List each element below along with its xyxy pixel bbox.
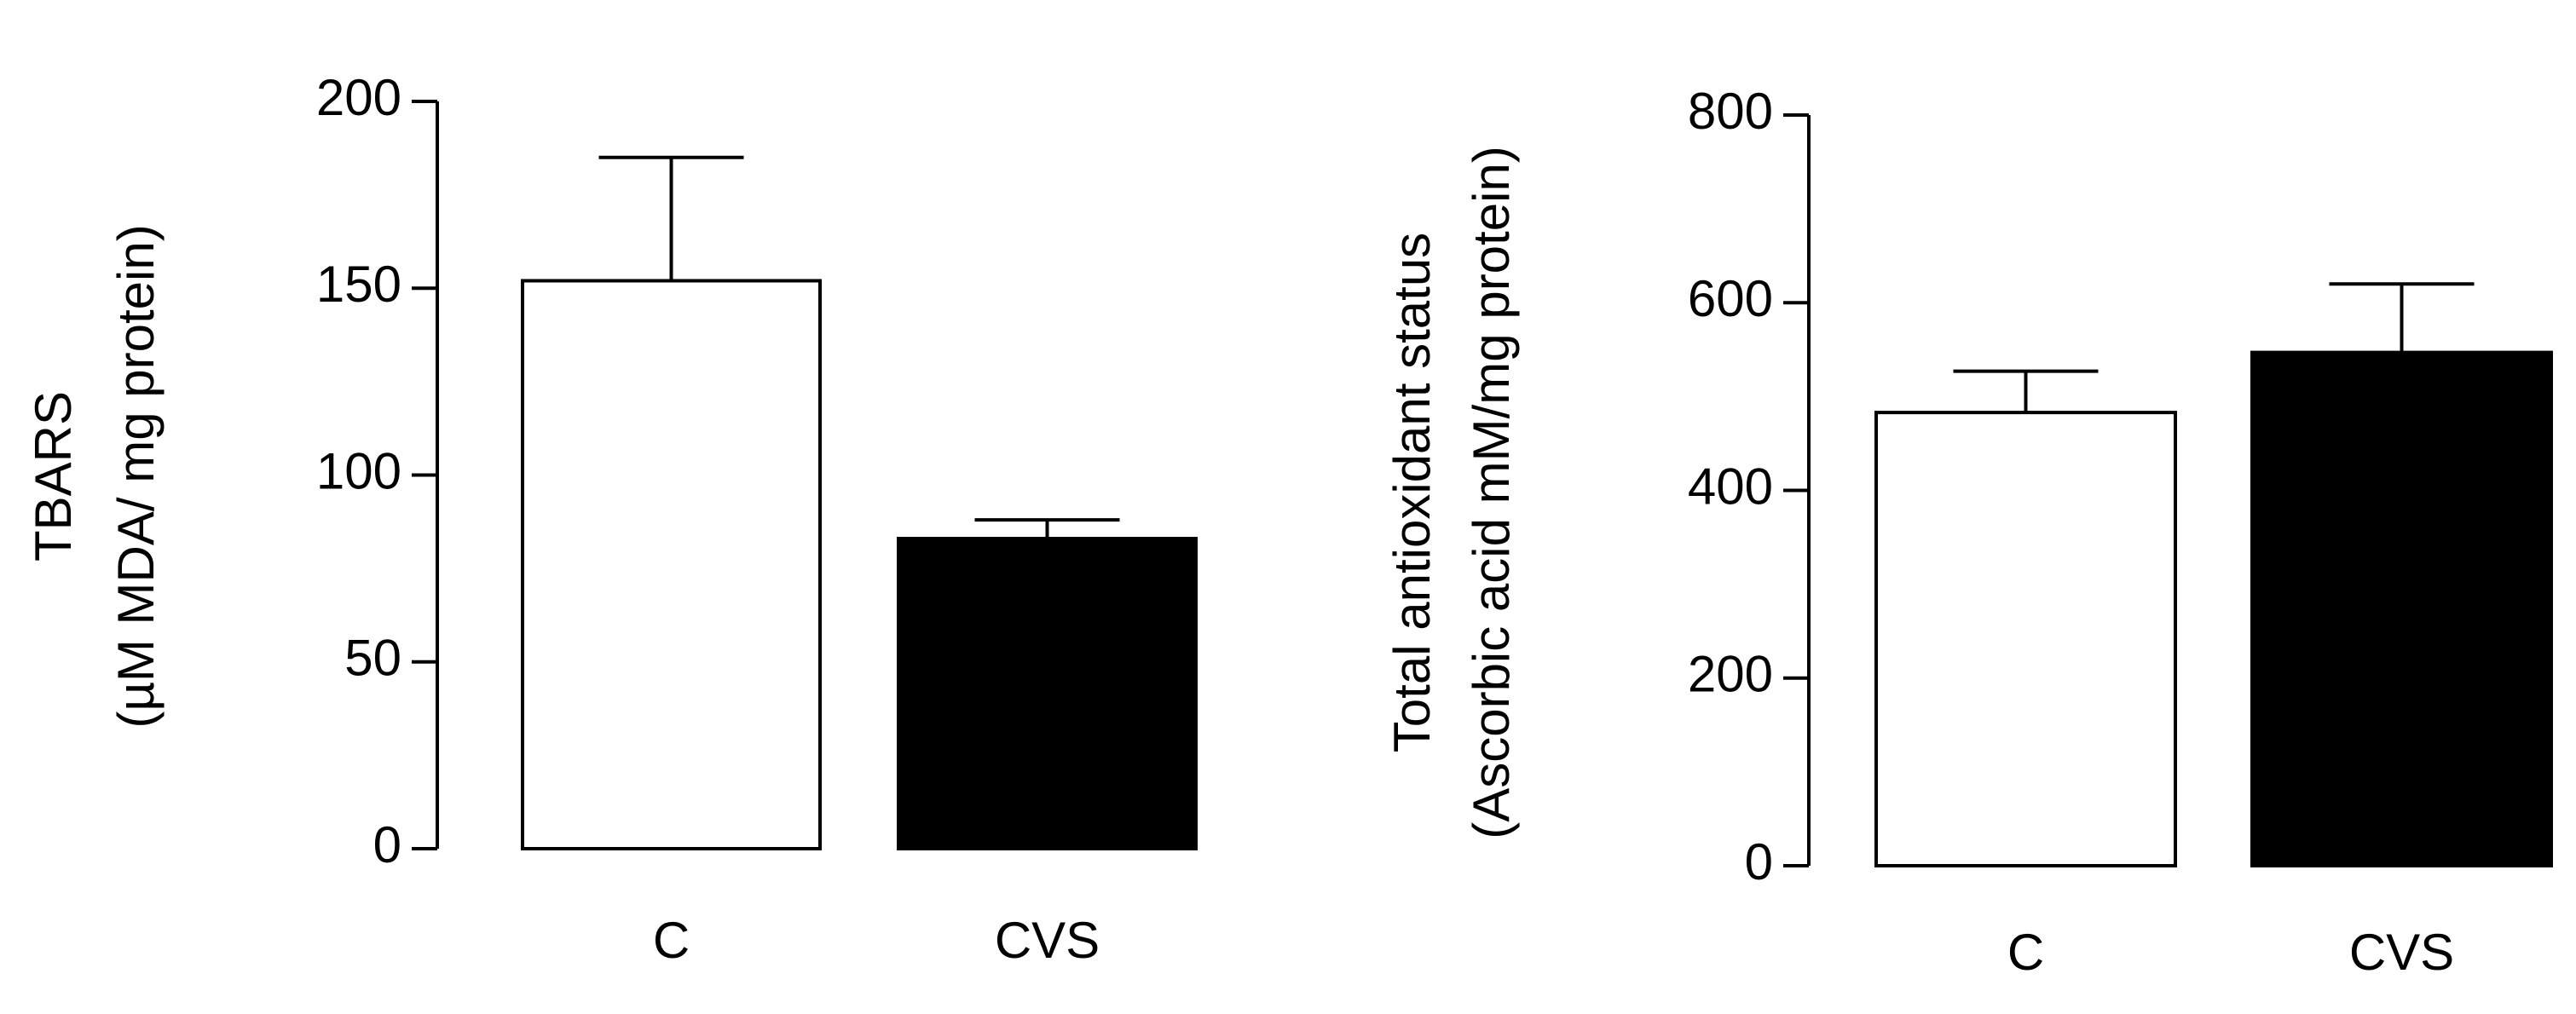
y-axis-label: (µM MDA/ mg protein) — [107, 224, 165, 728]
bar — [1874, 411, 2177, 867]
y-tick-label: 200 — [316, 69, 401, 126]
x-tick-label: CVS — [995, 912, 1100, 969]
y-tick-label: 0 — [1745, 833, 1773, 890]
y-axis-label: (Ascorbic acid mM/mg protein) — [1463, 146, 1520, 839]
y-tick-label: 400 — [1688, 458, 1773, 515]
chart: 0 50 100 150 200 TBARS (µM MDA/ mg protein) C CV… — [25, 69, 1198, 969]
y-tick-label: 100 — [316, 442, 401, 499]
y-axis-label: TBARS — [25, 391, 82, 562]
x-tick-label: CVS — [2349, 924, 2454, 981]
y-tick-label: 600 — [1688, 270, 1773, 327]
bar — [897, 537, 1198, 850]
x-tick-label: C — [653, 912, 690, 969]
y-tick-label: 200 — [1688, 646, 1773, 703]
y-tick-label: 50 — [344, 630, 401, 687]
y-tick-label: 0 — [373, 816, 401, 873]
y-tick-label: 800 — [1688, 83, 1773, 140]
y-tick-label: 150 — [316, 256, 401, 313]
y-axis-label: Total antioxidant status — [1383, 233, 1441, 752]
x-tick-label: C — [2007, 924, 2044, 981]
bar — [2250, 350, 2553, 867]
chart: 0 200 400 600 800 Total antioxidant status (As… — [1383, 83, 2553, 981]
bar — [521, 279, 822, 851]
